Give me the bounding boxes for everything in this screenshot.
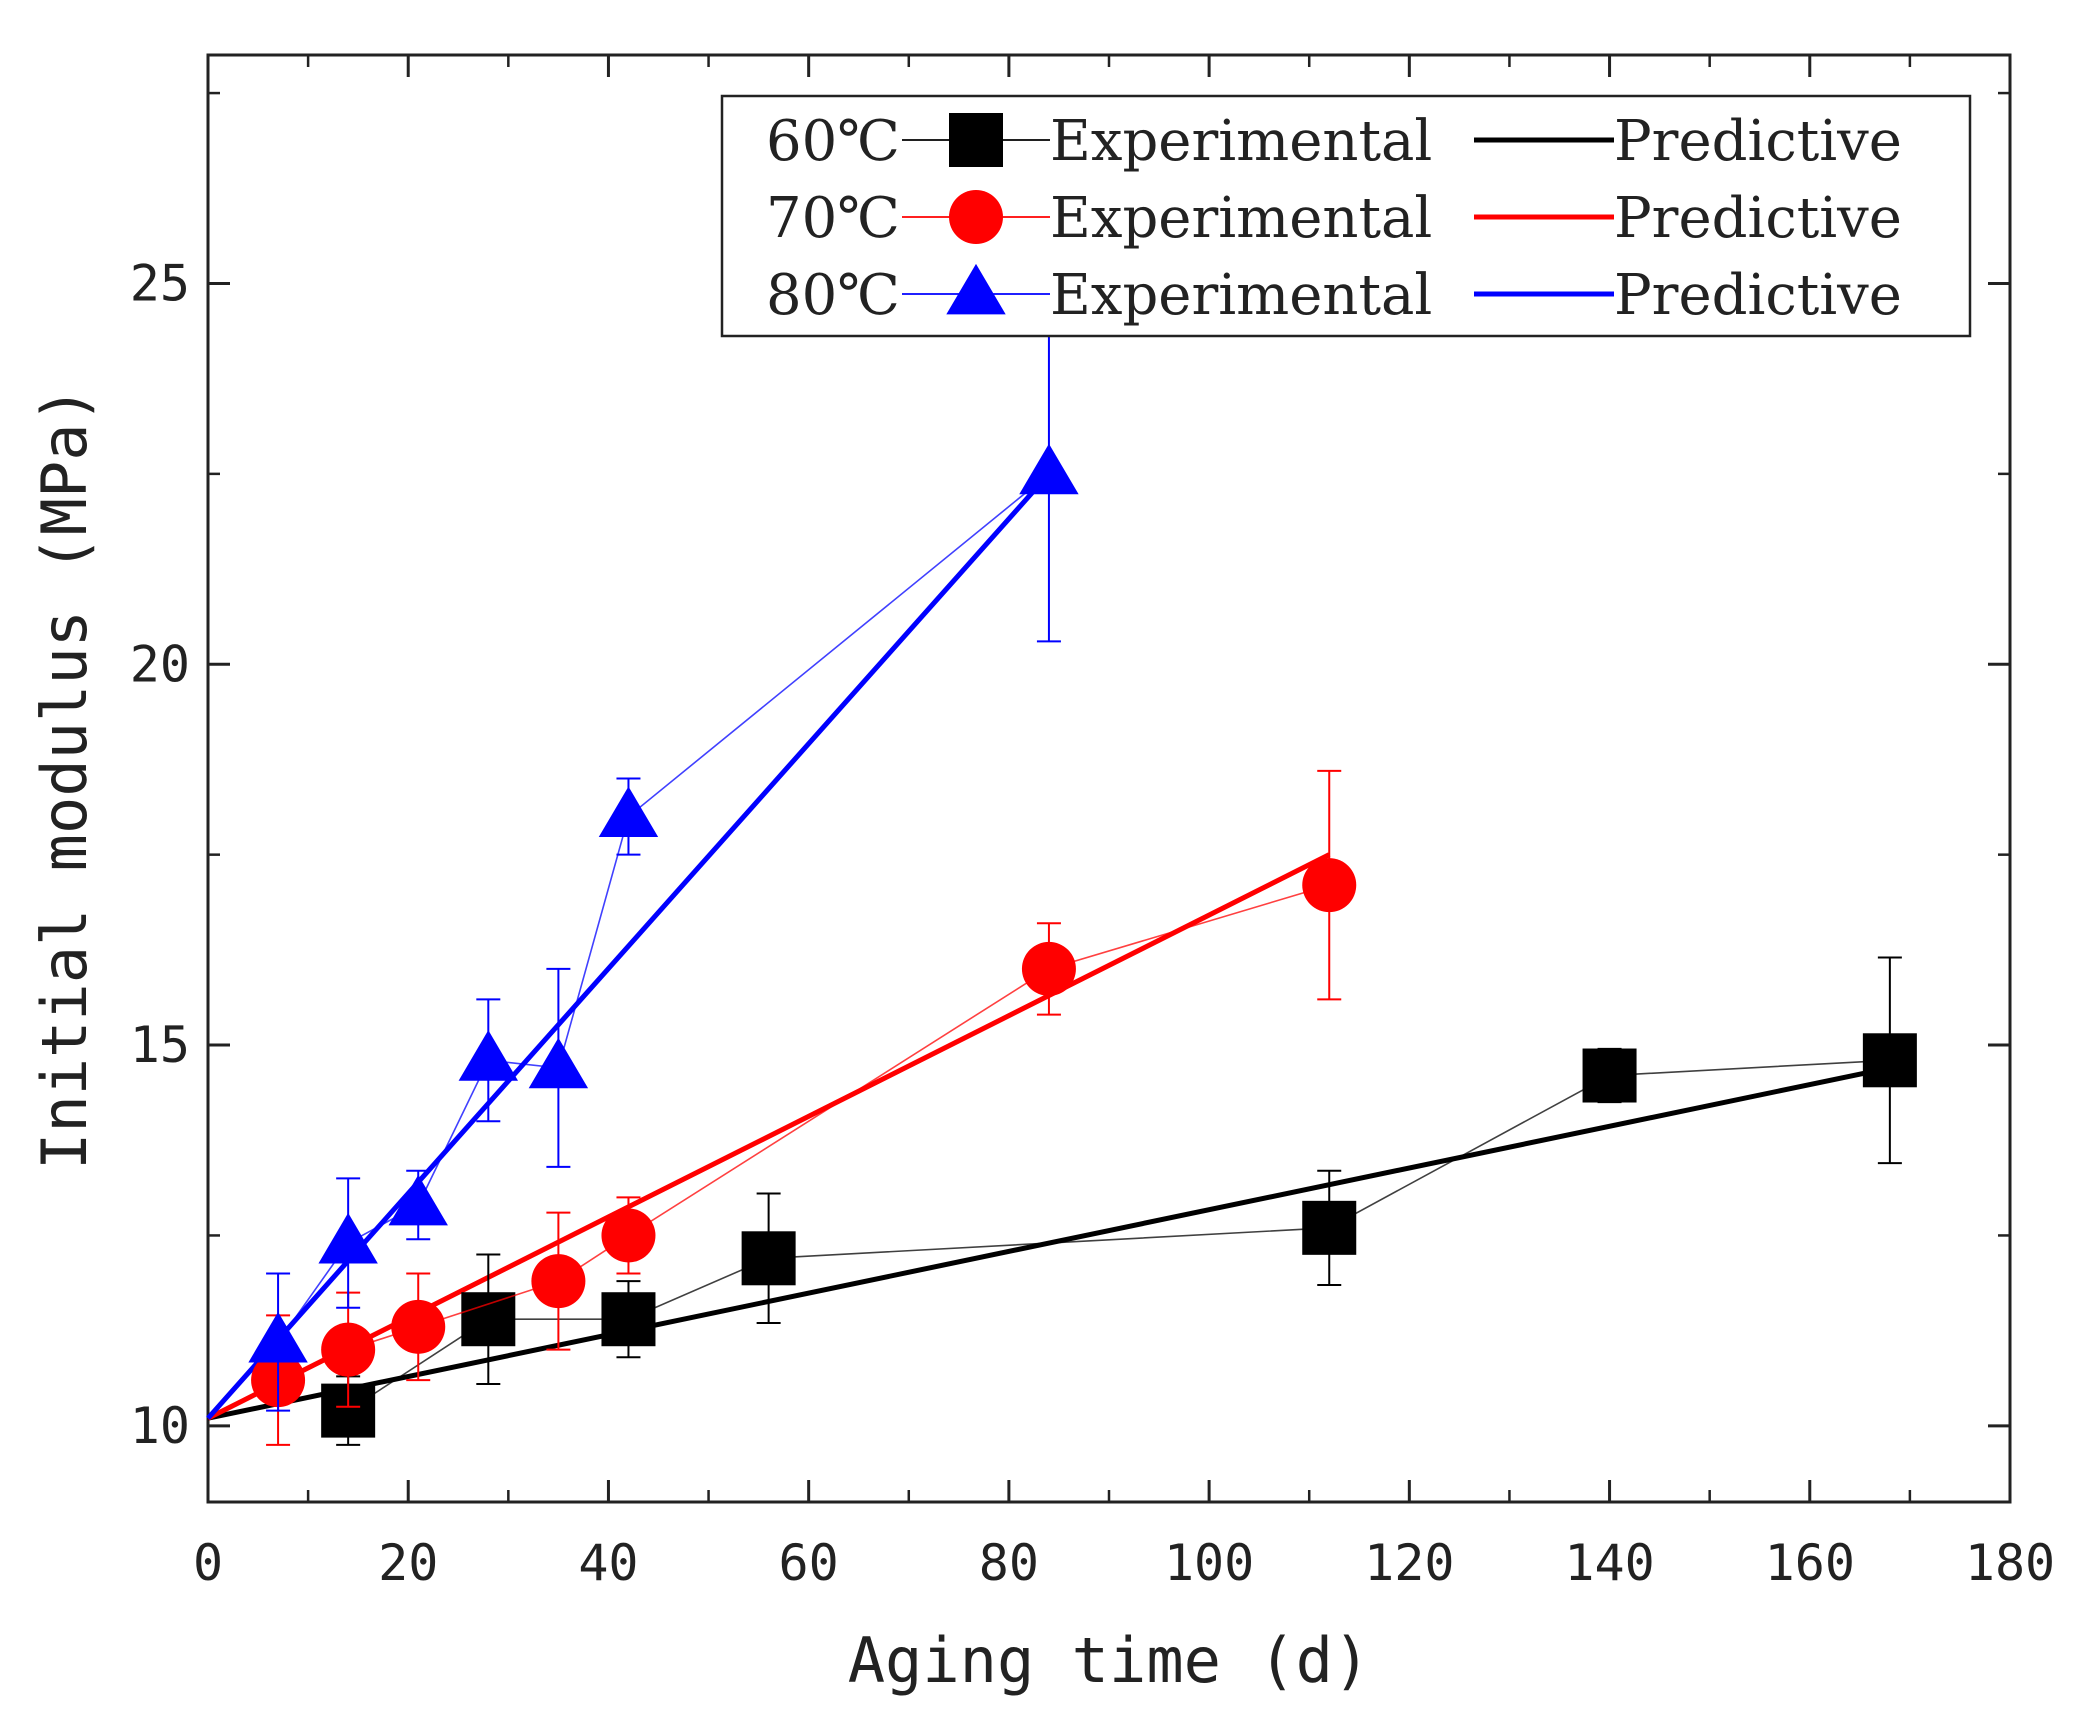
data-point-2-4 — [528, 1037, 589, 1089]
data-point-2-3 — [458, 1030, 519, 1081]
legend-temp-0: 60℃ — [766, 109, 900, 174]
x-tick-label-4: 80 — [979, 1534, 1039, 1592]
y-axis-title: Initial modulus (MPa) — [28, 386, 101, 1170]
data-point-1-4 — [601, 1208, 656, 1263]
data-point-2-0 — [248, 1311, 308, 1363]
data-point-2-5 — [598, 786, 659, 837]
legend-pred-label-0: Predictive — [1614, 109, 1902, 174]
predictive-line-2 — [206, 472, 1051, 1420]
data-point-0-1 — [461, 1292, 516, 1347]
data-point-2-2 — [388, 1174, 448, 1226]
y-tick-label-3: 25 — [130, 254, 190, 312]
data-point-1-2 — [391, 1299, 446, 1354]
x-tick-label-0: 0 — [193, 1534, 223, 1592]
data-point-0-6 — [1862, 1033, 1917, 1088]
data-point-1-1 — [321, 1322, 376, 1377]
data-point-0-2 — [601, 1292, 656, 1347]
series-2 — [248, 305, 1079, 1412]
legend: 60℃ Experimental Predictive 70℃ Experimental… — [720, 94, 1972, 338]
legend-marker-0 — [949, 113, 1003, 167]
legend-box — [720, 94, 1972, 338]
data-point-1-3 — [531, 1254, 586, 1309]
x-tick-label-7: 140 — [1564, 1534, 1654, 1592]
legend-pred-label-2: Predictive — [1614, 263, 1902, 328]
x-tick-label-9: 180 — [1965, 1534, 2055, 1592]
series-1 — [251, 769, 1357, 1446]
data-point-1-6 — [1302, 858, 1357, 913]
legend-exp-label-0: Experimental — [1050, 109, 1432, 174]
x-tick-label-3: 60 — [779, 1534, 839, 1592]
series-0 — [321, 956, 1917, 1446]
legend-pred-label-1: Predictive — [1614, 186, 1902, 251]
x-tick-label-8: 160 — [1765, 1534, 1855, 1592]
legend-exp-label-2: Experimental — [1050, 263, 1432, 328]
legend-temp-1: 70℃ — [766, 186, 900, 251]
data-point-2-6 — [1019, 443, 1079, 495]
legend-marker-2 — [946, 263, 1006, 315]
data-point-0-5 — [1582, 1048, 1637, 1103]
axis-ticks: 0 20 40 60 80 100 120 140 160 180 10 15 20 25 — [130, 55, 2055, 1592]
y-tick-label-2: 20 — [130, 635, 190, 693]
data-point-2-1 — [318, 1212, 378, 1264]
x-tick-label-1: 20 — [378, 1534, 438, 1592]
predictive-line-1 — [206, 852, 1331, 1421]
y-tick-label-1: 15 — [130, 1016, 190, 1074]
experimental-line-0 — [347, 1059, 1890, 1412]
y-tick-label-0: 10 — [130, 1397, 190, 1455]
legend-temp-2: 80℃ — [766, 263, 900, 328]
x-tick-label-5: 100 — [1164, 1534, 1254, 1592]
legend-marker-1 — [949, 190, 1003, 244]
x-tick-label-2: 40 — [578, 1534, 638, 1592]
legend-exp-label-1: Experimental — [1050, 186, 1432, 251]
data-point-0-4 — [1302, 1200, 1357, 1255]
data-point-0-3 — [741, 1231, 796, 1286]
experimental-series — [248, 305, 1917, 1446]
x-tick-label-6: 120 — [1364, 1534, 1454, 1592]
x-axis-title: Aging time (d) — [848, 1624, 1371, 1697]
data-point-1-5 — [1021, 941, 1076, 996]
